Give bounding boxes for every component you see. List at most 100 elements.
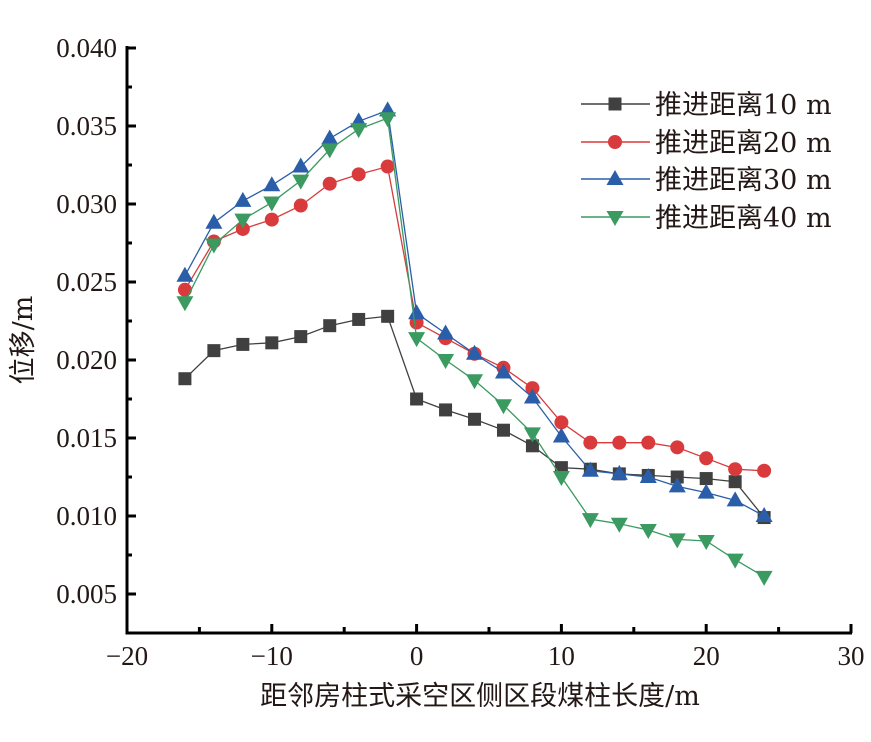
y-tick-label: 0.020 [56,345,117,375]
data-point [466,374,484,390]
data-point [437,324,455,340]
data-point [264,212,279,227]
y-tick-label: 0.040 [56,33,117,63]
data-point [726,553,744,569]
data-point [205,238,223,254]
y-tick-label: 0.005 [56,579,117,609]
data-point [670,440,685,455]
data-point [439,403,453,417]
data-point [178,372,192,386]
data-point [581,461,599,477]
x-tick-label: 0 [410,641,424,671]
data-point [379,112,397,128]
data-point [668,533,686,549]
data-point [639,468,657,483]
data-point [755,570,773,586]
data-point [697,534,715,550]
legend-marker [608,97,622,111]
data-point [668,477,686,493]
x-tick-label: −20 [106,641,148,671]
data-point [322,176,337,191]
legend-marker [606,211,624,226]
y-tick-label: 0.025 [56,267,117,297]
data-point [581,513,599,529]
data-point [234,191,252,207]
data-point [292,174,310,190]
axes: 0.005 0.010 0.015 0.020 0.025 0.030 0.035 0.040… [56,33,864,671]
data-point [523,427,541,443]
series-4 [176,112,773,586]
legend-label: 推进距离30 m [655,165,832,196]
data-point [321,143,339,159]
data-point [583,435,598,450]
data-point [408,332,426,348]
data-point [670,470,684,484]
data-point [755,507,773,522]
data-point [234,213,252,229]
data-point [235,221,250,236]
x-axis-label: 距邻房柱式采空区侧区段煤柱长度/m [260,681,700,712]
data-point [292,157,310,173]
y-axis-label: 位移/m [8,296,39,385]
data-point [323,319,337,333]
data-point [699,472,713,486]
data-point [494,399,512,415]
data-point [263,176,281,192]
legend-item: 推进距离30 m [581,165,832,196]
data-point [466,344,484,360]
data-point [207,344,221,358]
data-point [610,464,628,480]
data-point [293,198,308,213]
data-point [697,483,715,499]
data-point [381,309,395,323]
data-point [350,123,368,139]
data-point [177,282,192,297]
data-point [525,439,539,453]
legend-marker [608,135,622,149]
data-point [699,451,714,466]
data-point [757,463,772,478]
x-tick-label: −10 [251,641,293,671]
data-point [728,475,742,489]
data-point [263,196,281,212]
y-tick-label: 0.030 [56,189,117,219]
data-point [408,304,426,320]
data-point [612,435,627,450]
y-tick-label: 0.015 [56,423,117,453]
data-point [468,412,482,426]
legend-label: 推进距离20 m [655,128,832,159]
data-point [380,159,395,174]
data-point [525,381,540,396]
data-point [321,129,339,145]
data-point [176,296,194,312]
legend-item: 推进距离40 m [581,203,832,234]
x-tick-label: 30 [838,641,865,671]
data-point [205,213,223,229]
x-tick-label: 10 [548,641,575,671]
legend: 推进距离10 m 推进距离20 m 推进距离30 m 推进距离40 m [581,90,832,234]
data-point [351,167,366,182]
data-point [410,392,424,406]
data-point [554,461,568,475]
data-point [639,524,657,540]
data-point [552,427,570,443]
data-point [552,471,570,486]
data-point [294,330,308,344]
data-point [437,354,455,369]
data-point [610,517,628,533]
x-tick-label: 20 [693,641,720,671]
y-tick-label: 0.010 [56,501,117,531]
series-layer [176,101,773,586]
data-point [352,312,366,326]
data-point [176,266,194,282]
legend-marker [606,170,624,185]
data-point [236,337,250,351]
y-tick-label: 0.035 [56,111,117,141]
legend-label: 推进距离10 m [655,90,832,121]
data-point [641,435,656,450]
data-point [496,423,510,437]
legend-item: 推进距离20 m [581,128,832,159]
legend-label: 推进距离40 m [655,203,832,234]
data-point [265,336,279,350]
